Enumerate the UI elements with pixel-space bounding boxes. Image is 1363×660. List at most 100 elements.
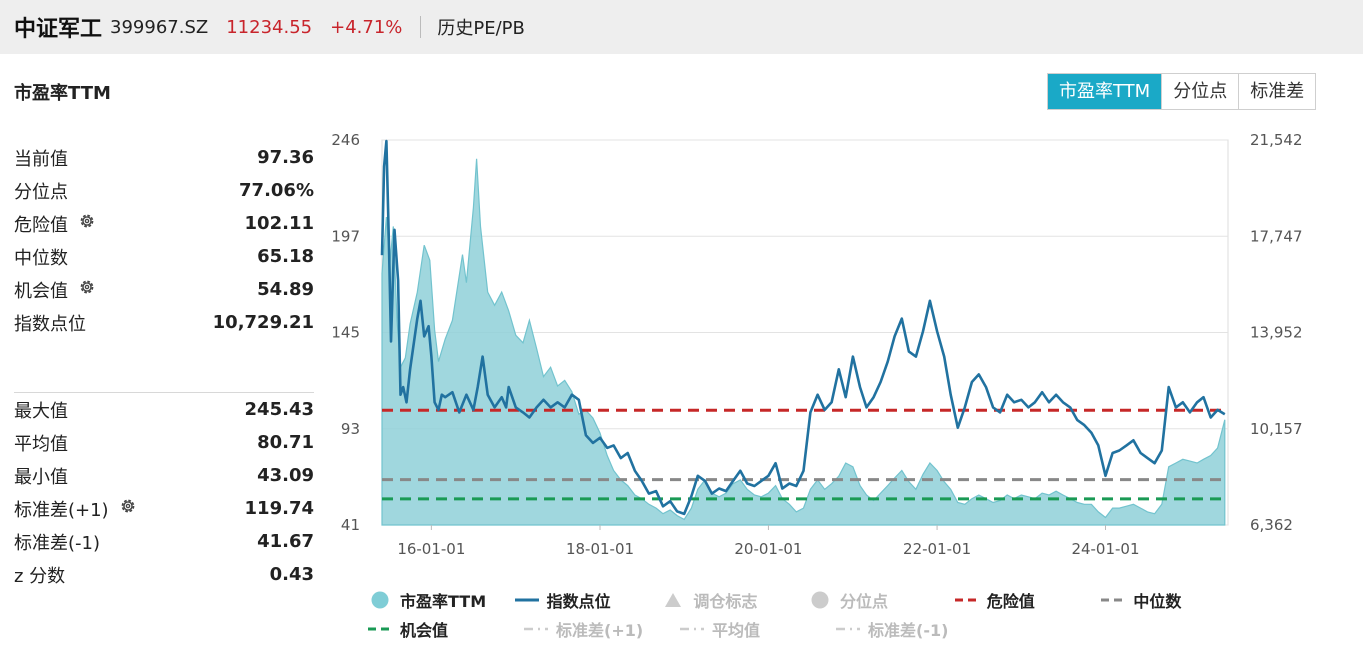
stat-row: z 分数 0.43 xyxy=(14,558,314,591)
stat-row: 中位数 65.18 xyxy=(14,240,314,273)
legend-item[interactable]: 标准差(+1) xyxy=(524,617,680,641)
legend-item[interactable]: 机会值 xyxy=(368,617,524,641)
metric-toggle: 市盈率TTM 分位点 标准差 xyxy=(1047,73,1317,110)
legend-item[interactable]: 平均值 xyxy=(680,617,836,641)
index-points-line xyxy=(380,139,1226,516)
legend-item[interactable]: 调仓标志 xyxy=(661,588,808,612)
toggle-percentile[interactable]: 分位点 xyxy=(1161,74,1239,109)
toggle-std-dev[interactable]: 标准差 xyxy=(1238,74,1316,109)
stat-value: 245.43 xyxy=(244,399,314,420)
stat-row: 危险值 102.11 xyxy=(14,207,314,240)
circle-icon xyxy=(368,590,392,610)
stat-row: 最小值 43.09 xyxy=(14,459,314,492)
index-code: 399967.SZ xyxy=(110,16,209,38)
y-right-tick-label: 6,362 xyxy=(1250,516,1293,534)
stat-label: 分位点 xyxy=(14,181,68,203)
dash-dot-line-icon xyxy=(680,623,704,635)
dash-dot-line-icon xyxy=(836,623,860,635)
pe-chart: 41 93 145 197 246 6,362 10,157 13,952 17,747 21,5… xyxy=(331,131,1302,558)
x-tick-label: 16-01-01 xyxy=(397,540,465,558)
axes: 41 93 145 197 246 6,362 10,157 13,952 17,747 21,5… xyxy=(331,131,1302,558)
stat-value: 43.09 xyxy=(257,465,314,486)
legend-label: 标准差(-1) xyxy=(868,620,949,640)
stat-label: 当前值 xyxy=(14,148,68,170)
index-name: 中证军工 xyxy=(14,17,103,42)
y-right-tick-label: 10,157 xyxy=(1250,420,1303,438)
stat-value: 119.74 xyxy=(244,498,314,519)
stat-value: 10,729.21 xyxy=(212,312,314,333)
legend-label: 市盈率TTM xyxy=(400,591,487,611)
x-tick-label: 18-01-01 xyxy=(566,540,634,558)
toggle-pe-ttm[interactable]: 市盈率TTM xyxy=(1048,74,1162,109)
legend-item[interactable]: 标准差(-1) xyxy=(836,617,992,641)
y-left-tick-label: 145 xyxy=(331,324,360,342)
y-right-tick-label: 17,747 xyxy=(1250,227,1303,245)
legend-item[interactable]: 市盈率TTM xyxy=(368,588,515,612)
stat-row: 机会值 54.89 xyxy=(14,273,314,306)
y-left-tick-label: 246 xyxy=(331,131,360,149)
legend-row: 市盈率TTM 指数点位 调仓标志 分位点 危险值 中位数 xyxy=(368,585,1248,614)
stats-panel-summary: 最大值 245.43 平均值 80.71 最小值 43.09 标准差(+1) 119.74 标准… xyxy=(14,392,314,591)
stat-label: z 分数 xyxy=(14,565,66,587)
stat-label: 最大值 xyxy=(14,400,68,422)
y-left-tick-label: 197 xyxy=(331,227,360,245)
legend-label: 调仓标志 xyxy=(693,591,758,611)
dash-dot-line-icon xyxy=(524,623,548,635)
pe-area-layer xyxy=(381,158,1226,526)
line-icon xyxy=(514,594,539,606)
pe-ttm-area xyxy=(381,158,1226,526)
tab-history-pe-pb[interactable]: 历史PE/PB xyxy=(437,18,525,39)
x-tick-label: 20-01-01 xyxy=(734,540,802,558)
gear-icon[interactable] xyxy=(68,212,96,235)
stat-value: 97.36 xyxy=(257,147,314,168)
stat-value: 102.11 xyxy=(244,213,314,234)
stat-row: 标准差(+1) 119.74 xyxy=(14,492,314,525)
legend-item[interactable]: 中位数 xyxy=(1101,588,1248,612)
stat-label: 标准差(-1) xyxy=(14,532,100,554)
stat-row: 标准差(-1) 41.67 xyxy=(14,525,314,558)
index-price: 11234.55 xyxy=(226,16,313,38)
y-left-tick-label: 41 xyxy=(341,516,360,534)
dash-line-icon xyxy=(368,623,392,635)
stat-label: 危险值 xyxy=(14,211,96,237)
legend-label: 中位数 xyxy=(1133,591,1182,611)
x-tick-label: 24-01-01 xyxy=(1071,540,1139,558)
circle-icon xyxy=(808,590,832,610)
legend-item[interactable]: 危险值 xyxy=(954,588,1102,612)
stat-value: 77.06% xyxy=(239,180,314,201)
stat-label: 指数点位 xyxy=(14,313,86,335)
legend-label: 指数点位 xyxy=(546,591,611,611)
stats-panel-current: 当前值 97.36 分位点 77.06% 危险值 102.11 中位数 65.18 机会值 54.… xyxy=(14,141,314,339)
index-line-layer xyxy=(380,139,1226,516)
y-right-tick-label: 13,952 xyxy=(1250,324,1303,342)
stat-value: 80.71 xyxy=(257,432,314,453)
x-tick-label: 22-01-01 xyxy=(903,540,971,558)
stat-label: 机会值 xyxy=(14,277,96,303)
legend-item[interactable]: 分位点 xyxy=(808,588,955,612)
legend-label: 危险值 xyxy=(986,591,1035,611)
stat-value: 54.89 xyxy=(257,279,314,300)
triangle-icon xyxy=(661,592,685,608)
legend-item[interactable]: 指数点位 xyxy=(514,588,662,612)
stat-row: 平均值 80.71 xyxy=(14,426,314,459)
stat-value: 65.18 xyxy=(257,246,314,267)
gear-icon[interactable] xyxy=(109,497,137,520)
chart-legend: 市盈率TTM 指数点位 调仓标志 分位点 危险值 中位数机会值 标准差(+1) 平均值 标准差(… xyxy=(368,585,1248,643)
dash-line-icon xyxy=(1101,594,1126,606)
stat-row: 最大值 245.43 xyxy=(14,393,314,426)
page-header: 中证军工 399967.SZ 11234.55 +4.71% 历史PE/PB xyxy=(0,0,1363,54)
legend-label: 分位点 xyxy=(840,591,889,611)
y-right-tick-label: 21,542 xyxy=(1250,131,1303,149)
legend-label: 机会值 xyxy=(400,620,449,640)
legend-label: 标准差(+1) xyxy=(556,620,644,640)
legend-row: 机会值 标准差(+1) 平均值 标准差(-1) xyxy=(368,614,1248,643)
gear-icon[interactable] xyxy=(68,278,96,301)
header-divider xyxy=(420,16,422,38)
stat-label: 标准差(+1) xyxy=(14,496,137,522)
reference-lines xyxy=(382,408,1228,501)
stat-label: 中位数 xyxy=(14,247,68,269)
index-change: +4.71% xyxy=(330,16,403,38)
stat-row: 指数点位 10,729.21 xyxy=(14,306,314,339)
stat-label: 最小值 xyxy=(14,466,68,488)
section-title: 市盈率TTM xyxy=(14,83,111,104)
